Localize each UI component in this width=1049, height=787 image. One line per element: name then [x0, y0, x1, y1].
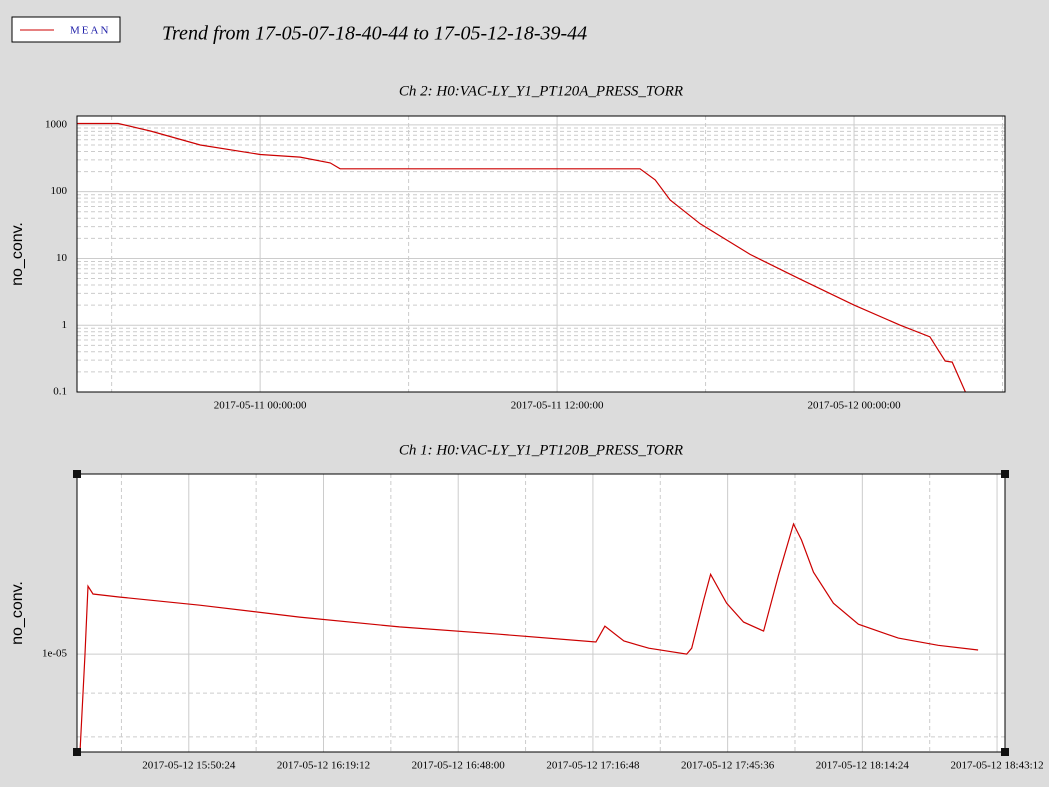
resize-handle [1001, 748, 1009, 756]
plot-area [77, 116, 1005, 392]
legend-label: MEAN [70, 25, 110, 37]
x-tick-label: 2017-05-12 18:43:12 [950, 760, 1043, 772]
x-tick-label: 2017-05-12 17:45:36 [681, 760, 775, 772]
data-line [77, 122, 966, 392]
page-title: Trend from 17-05-07-18-40-44 to 17-05-12… [162, 23, 587, 45]
x-tick-label: 2017-05-12 17:16:48 [546, 760, 640, 772]
resize-handle [1001, 470, 1009, 478]
chart-title: Ch 1: H0:VAC-LY_Y1_PT120B_PRESS_TORR [399, 442, 683, 458]
data-line [79, 522, 979, 752]
x-tick-label: 2017-05-11 12:00:00 [511, 400, 604, 412]
y-axis-label: no_conv. [9, 581, 26, 645]
plot-frame [76, 115, 1006, 393]
chart-1: Ch 2: H0:VAC-LY_Y1_PT120A_PRESS_TORR no_c… [9, 83, 1006, 412]
chart-title: Ch 2: H0:VAC-LY_Y1_PT120A_PRESS_TORR [399, 83, 683, 99]
y-tick-label: 100 [51, 185, 68, 197]
y-tick-label: 10 [56, 252, 68, 264]
resize-handle [73, 748, 81, 756]
y-axis-label: no_conv. [9, 222, 26, 286]
x-tick-label: 2017-05-11 00:00:00 [214, 400, 307, 412]
resize-handle [73, 470, 81, 478]
y-tick-label: 1e-05 [42, 648, 68, 660]
y-tick-label: 1000 [45, 118, 68, 130]
x-tick-label: 2017-05-12 16:19:12 [277, 760, 370, 772]
x-tick-label: 2017-05-12 15:50:24 [142, 760, 236, 772]
x-tick-label: 2017-05-12 18:14:24 [816, 760, 910, 772]
x-tick-label: 2017-05-12 16:48:00 [412, 760, 506, 772]
plot-frame [76, 473, 1006, 753]
plot-area [77, 474, 1005, 752]
y-tick-label: 0.1 [53, 386, 67, 398]
y-tick-label: 1 [62, 319, 68, 331]
chart-2: Ch 1: H0:VAC-LY_Y1_PT120B_PRESS_TORR no_c… [9, 442, 1043, 771]
x-tick-label: 2017-05-12 00:00:00 [807, 400, 901, 412]
